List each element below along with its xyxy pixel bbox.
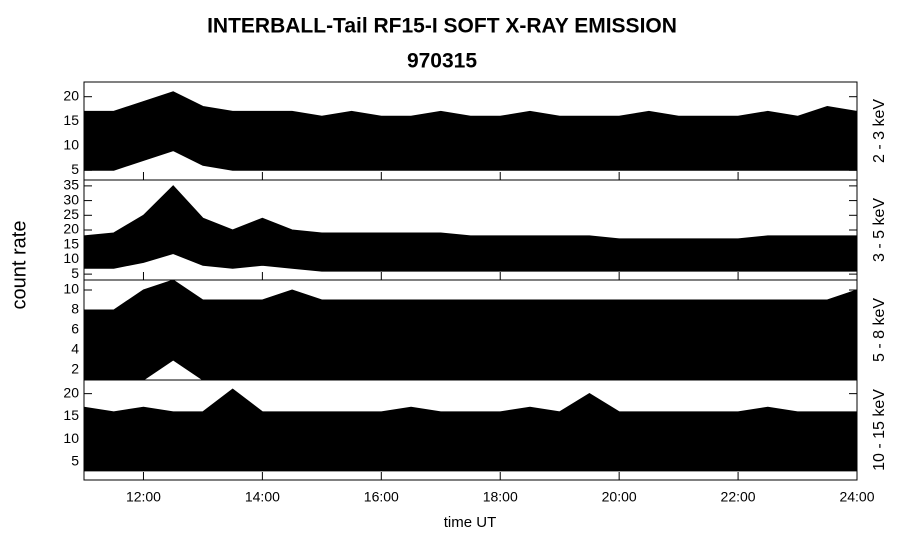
x-tick-label: 14:00: [245, 489, 280, 505]
y-tick-label: 15: [63, 407, 79, 423]
y-tick-label: 5: [71, 453, 79, 469]
y-tick-label: 35: [63, 177, 79, 193]
panel-label: 10 - 15 keV: [871, 389, 888, 471]
x-tick-label: 16:00: [364, 489, 399, 505]
y-tick-label: 5: [71, 265, 79, 281]
chart-subtitle: 970315: [407, 50, 477, 73]
y-tick-label: 20: [63, 384, 79, 400]
y-tick-label: 4: [71, 341, 79, 357]
panel-label: 3 - 5 keV: [871, 198, 888, 262]
y-tick-label: 10: [63, 281, 79, 297]
x-tick-label: 20:00: [602, 489, 637, 505]
chart-title: INTERBALL-Tail RF15-I SOFT X-RAY EMISSIO…: [207, 15, 677, 38]
data-area: [83, 185, 858, 272]
panel-frame: [83, 379, 858, 481]
x-axis-label: time UT: [444, 514, 497, 531]
panel-label: 2 - 3 keV: [871, 99, 888, 163]
y-tick-label: 10: [63, 250, 79, 266]
panel-label: 5 - 8 keV: [871, 298, 888, 362]
data-area: [83, 91, 858, 171]
y-tick-label: 30: [63, 191, 79, 207]
y-tick-label: 20: [63, 87, 79, 103]
y-tick-label: 8: [71, 301, 79, 317]
y-tick-label: 5: [71, 161, 79, 177]
y-tick-label: 20: [63, 221, 79, 237]
data-area: [83, 279, 858, 381]
x-tick-label: 22:00: [721, 489, 756, 505]
y-axis-label: count rate: [8, 221, 30, 310]
x-tick-label: 24:00: [839, 489, 874, 505]
y-tick-label: 15: [63, 235, 79, 251]
y-tick-label: 15: [63, 112, 79, 128]
x-tick-label: 18:00: [483, 489, 518, 505]
y-tick-label: 10: [63, 430, 79, 446]
x-tick-label: 12:00: [126, 489, 161, 505]
y-tick-label: 2: [71, 361, 79, 377]
y-tick-label: 25: [63, 206, 79, 222]
data-area: [83, 388, 858, 472]
y-tick-label: 10: [63, 136, 79, 152]
y-tick-label: 6: [71, 321, 79, 337]
